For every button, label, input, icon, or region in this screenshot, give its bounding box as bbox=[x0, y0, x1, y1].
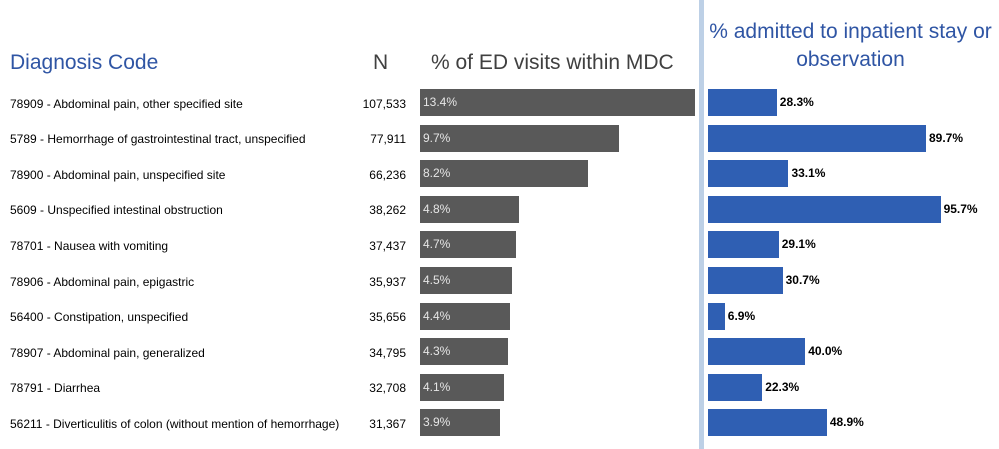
admitted-bar bbox=[708, 231, 779, 259]
diagnosis-code-label: 78906 - Abdominal pain, epigastric bbox=[10, 274, 195, 289]
ed-visits-data-label: 4.8% bbox=[423, 201, 451, 216]
n-value: 107,533 bbox=[362, 96, 406, 111]
ed-visits-bar bbox=[420, 89, 695, 116]
admitted-bar bbox=[708, 409, 827, 437]
ed-visits-data-label: 13.4% bbox=[423, 95, 458, 109]
table-row: 56211 - Diverticulitis of colon (without… bbox=[0, 406, 999, 441]
n-value: 35,937 bbox=[369, 274, 406, 289]
admitted-bar bbox=[708, 89, 777, 116]
ed-visits-bar bbox=[420, 338, 509, 366]
diagnosis-code-label: 5789 - Hemorrhage of gastrointestinal tr… bbox=[10, 132, 306, 147]
n-value: 66,236 bbox=[369, 167, 406, 182]
ed-visits-data-label: 4.5% bbox=[423, 273, 451, 287]
admitted-data-label: 22.3% bbox=[765, 379, 800, 394]
table-row: 78900 - Abdominal pain, unspecified site… bbox=[0, 157, 999, 192]
ed-visits-data-label: 4.7% bbox=[423, 237, 451, 252]
diagnosis-code-label: 78791 - Diarrhea bbox=[10, 381, 101, 396]
table-row: 5789 - Hemorrhage of gastrointestinal tr… bbox=[0, 122, 999, 157]
ed-visits-data-label: 3.9% bbox=[423, 415, 451, 430]
diagnosis-code-label: 78701 - Nausea with vomiting bbox=[10, 238, 169, 253]
admitted-bar bbox=[708, 373, 763, 401]
diagnosis-code-label: 78907 - Abdominal pain, generalized bbox=[10, 345, 205, 360]
ed-visits-data-label: 9.7% bbox=[423, 130, 451, 145]
ed-visits-bar bbox=[420, 195, 519, 223]
n-value: 37,437 bbox=[369, 238, 406, 253]
admitted-bar bbox=[708, 338, 806, 366]
n-value: 38,262 bbox=[369, 203, 406, 218]
table-row: 78907 - Abdominal pain, generalized 34,79… bbox=[0, 335, 999, 370]
diagnosis-code-label: 78900 - Abdominal pain, unspecified site bbox=[10, 167, 226, 182]
n-value: 35,656 bbox=[369, 310, 406, 325]
diagnosis-code-label: 56211 - Diverticulitis of colon (without… bbox=[10, 416, 340, 431]
admitted-bar bbox=[708, 124, 926, 152]
admitted-data-label: 6.9% bbox=[727, 308, 756, 323]
ed-visits-bar bbox=[420, 231, 517, 259]
ed-visits-bar bbox=[420, 409, 501, 437]
diagnosis-code-label: 78909 - Abdominal pain, other specified … bbox=[10, 96, 243, 111]
ed-visits-data-label: 4.1% bbox=[423, 379, 451, 394]
table-row: 5609 - Unspecified intestinal obstructio… bbox=[0, 193, 999, 228]
diagnosis-code-label: 56400 - Constipation, unspecified bbox=[10, 310, 189, 325]
n-value: 31,367 bbox=[369, 416, 406, 431]
admitted-bar bbox=[708, 195, 941, 223]
admitted-data-label: 48.9% bbox=[829, 415, 864, 430]
ed-visits-data-label: 4.4% bbox=[423, 308, 451, 323]
ed-visits-data-label: 4.3% bbox=[423, 344, 451, 359]
table-row: 78701 - Nausea with vomiting 37,437 4.7% 29… bbox=[0, 228, 999, 263]
ed-visits-data-label: 8.2% bbox=[423, 166, 451, 181]
table-row: 78909 - Abdominal pain, other specified … bbox=[0, 86, 999, 121]
table-row: 56400 - Constipation, unspecified 35,656 4… bbox=[0, 300, 999, 335]
pct-admitted-header: % admitted to inpatient stay or observat… bbox=[709, 20, 992, 71]
ed-visits-bar bbox=[420, 160, 589, 188]
ed-visits-bar bbox=[420, 302, 511, 330]
panel-divider bbox=[699, 0, 704, 449]
admitted-data-label: 95.7% bbox=[943, 201, 978, 216]
n-header: N bbox=[373, 51, 389, 74]
ed-visits-bar bbox=[420, 373, 505, 401]
n-value: 32,708 bbox=[369, 381, 406, 396]
admitted-data-label: 33.1% bbox=[791, 166, 826, 181]
admitted-bar bbox=[708, 267, 783, 294]
admitted-bar bbox=[708, 160, 789, 188]
admitted-data-label: 29.1% bbox=[781, 237, 816, 252]
admitted-data-label: 30.7% bbox=[785, 273, 820, 287]
table-row: 78791 - Diarrhea 32,708 4.1% 22.3% bbox=[0, 371, 999, 406]
diagnosis-code-label: 5609 - Unspecified intestinal obstructio… bbox=[10, 203, 223, 218]
ed-visits-bar bbox=[420, 124, 620, 152]
admitted-data-label: 28.3% bbox=[779, 95, 814, 109]
table-row: 78906 - Abdominal pain, epigastric 35,937… bbox=[0, 264, 999, 299]
pct-ed-visits-header: % of ED visits within MDC bbox=[431, 51, 674, 74]
ed-visits-bar bbox=[420, 267, 513, 294]
admitted-bar bbox=[708, 302, 725, 330]
n-value: 34,795 bbox=[369, 345, 406, 360]
admitted-data-label: 89.7% bbox=[929, 130, 964, 145]
diagnosis-code-header: Diagnosis Code bbox=[10, 51, 159, 74]
n-value: 77,911 bbox=[370, 132, 406, 147]
admitted-data-label: 40.0% bbox=[808, 344, 843, 359]
